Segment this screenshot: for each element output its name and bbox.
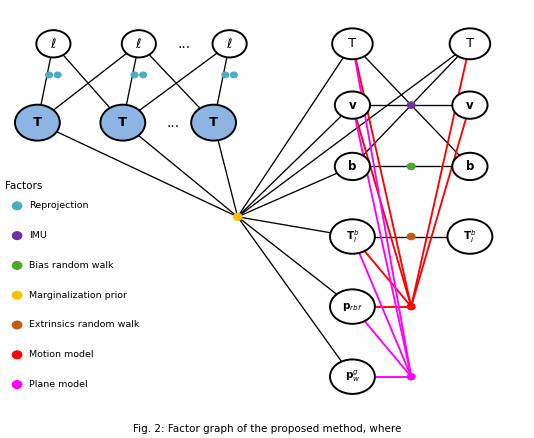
Ellipse shape [335,92,370,119]
Circle shape [407,374,415,380]
Circle shape [45,72,53,78]
Circle shape [12,291,22,299]
Text: Motion model: Motion model [29,350,94,359]
Ellipse shape [122,30,156,57]
Text: $\mathbf{T}$: $\mathbf{T}$ [32,116,43,129]
Text: $\mathrm{T}$: $\mathrm{T}$ [348,37,357,50]
Ellipse shape [36,30,70,57]
Ellipse shape [213,30,247,57]
Circle shape [12,261,22,269]
Text: Extrinsics random walk: Extrinsics random walk [29,321,140,329]
Ellipse shape [447,219,492,254]
Text: $\mathbf{T}$: $\mathbf{T}$ [208,116,219,129]
Text: Bias random walk: Bias random walk [29,261,114,270]
Text: Factors: Factors [5,181,43,191]
Text: $\mathbf{p}_{rbf}$: $\mathbf{p}_{rbf}$ [342,300,363,313]
Text: $\mathrm{T}$: $\mathrm{T}$ [465,37,475,50]
Text: $\mathbf{T}_i^b$: $\mathbf{T}_i^b$ [463,228,477,245]
Circle shape [230,72,238,78]
Ellipse shape [100,105,145,141]
Text: ...: ... [167,116,180,130]
Text: $\ell$: $\ell$ [50,37,57,51]
Circle shape [233,213,242,220]
Text: Fig. 2: Factor graph of the proposed method, where: Fig. 2: Factor graph of the proposed met… [133,424,401,434]
Circle shape [12,202,22,210]
Text: $\mathbf{b}$: $\mathbf{b}$ [348,159,357,173]
Circle shape [54,72,61,78]
Text: $\mathbf{v}$: $\mathbf{v}$ [348,99,357,112]
Text: $\mathbf{p}_w^g$: $\mathbf{p}_w^g$ [345,369,360,385]
Circle shape [407,102,415,108]
Ellipse shape [330,219,375,254]
Circle shape [407,163,415,170]
Text: IMU: IMU [29,231,47,240]
Ellipse shape [191,105,236,141]
Text: Reprojection: Reprojection [29,201,89,210]
Ellipse shape [452,92,488,119]
Circle shape [131,72,138,78]
Text: $\mathbf{T}$: $\mathbf{T}$ [117,116,128,129]
Circle shape [12,321,22,329]
Circle shape [407,233,415,240]
Ellipse shape [332,28,373,59]
Ellipse shape [450,28,490,59]
Text: Marginalization prior: Marginalization prior [29,291,128,300]
Ellipse shape [452,153,488,180]
Circle shape [12,381,22,389]
Circle shape [139,72,147,78]
Ellipse shape [330,290,375,324]
Circle shape [12,232,22,240]
Circle shape [12,351,22,359]
Text: $\mathbf{b}$: $\mathbf{b}$ [465,159,475,173]
Circle shape [407,304,415,310]
Text: Plane model: Plane model [29,380,88,389]
Text: $\ell$: $\ell$ [226,37,233,51]
Text: ...: ... [178,37,191,51]
Text: $\mathbf{T}_i^b$: $\mathbf{T}_i^b$ [345,228,359,245]
Text: $\mathbf{v}$: $\mathbf{v}$ [465,99,475,112]
Circle shape [222,72,229,78]
Ellipse shape [330,360,375,394]
Text: $\ell$: $\ell$ [136,37,142,51]
Ellipse shape [15,105,60,141]
Ellipse shape [335,153,370,180]
